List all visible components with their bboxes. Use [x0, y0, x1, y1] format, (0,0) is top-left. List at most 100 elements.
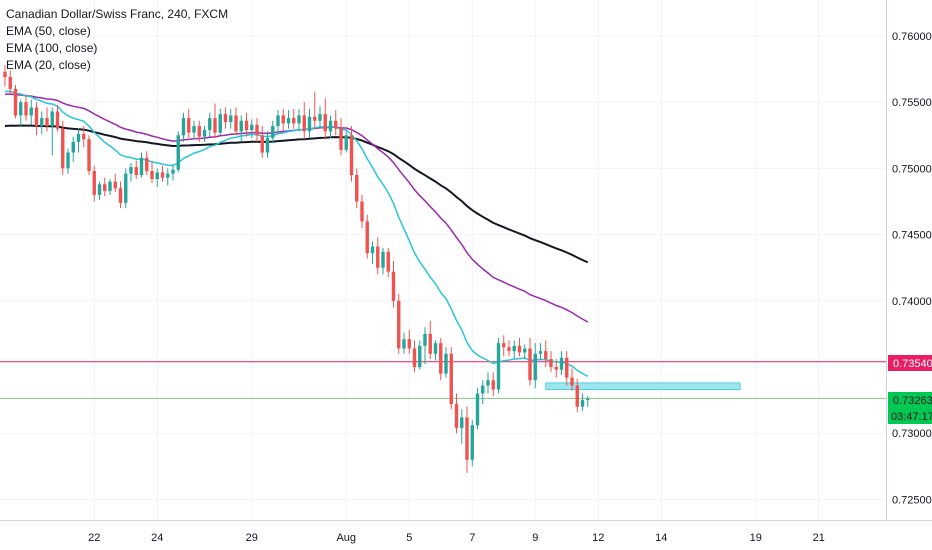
candle-body [465, 417, 469, 460]
candle-body [76, 133, 81, 142]
candle-body [265, 137, 270, 153]
indicator-ema-50[interactable]: EMA (50, close) [6, 24, 91, 38]
support-zone[interactable] [545, 382, 741, 391]
price-axis[interactable]: 0.76000 0.75500 0.75000 0.74500 0.74000 0.735… [892, 31, 932, 506]
bearish-candle [3, 65, 7, 87]
candle-body [29, 107, 33, 116]
bearish-candle [465, 406, 469, 473]
candle-body [580, 400, 585, 407]
candle-body [8, 77, 12, 89]
candle-body [512, 345, 516, 352]
candle-body [139, 157, 144, 176]
candle-body [554, 367, 558, 370]
bullish-candle [318, 106, 322, 127]
bearish-candle [87, 135, 91, 176]
bearish-candle [365, 214, 369, 259]
bullish-candle [381, 247, 385, 275]
bullish-candle [250, 119, 254, 138]
bearish-candle [349, 126, 354, 182]
candle-body [470, 425, 474, 460]
bearish-candle [113, 173, 117, 193]
y-tick-label: 0.73000 [892, 428, 932, 440]
candle-body [439, 343, 443, 374]
bearish-candle [339, 118, 343, 156]
bearish-candle [92, 165, 96, 202]
candle-body [407, 339, 411, 349]
candle-body [475, 393, 480, 426]
candle-body [129, 167, 133, 174]
ema-20-line[interactable] [4, 90, 589, 377]
x-tick-label: 29 [246, 532, 258, 544]
bullish-candle [433, 340, 438, 361]
candle-body [192, 126, 196, 133]
bearish-candle [544, 340, 548, 367]
candle-body [397, 300, 401, 349]
x-tick-label: 7 [469, 532, 475, 544]
bullish-candle [239, 115, 243, 142]
bar-countdown: 03:47:17 [891, 411, 932, 423]
indicator-ema-100[interactable]: EMA (100, close) [6, 41, 98, 55]
bullish-candle [271, 120, 275, 144]
indicator-ema-20[interactable]: EMA (20, close) [6, 58, 91, 72]
bullish-candle [470, 419, 474, 467]
bearish-candle [391, 261, 396, 308]
candle-body [381, 251, 385, 268]
time-axis[interactable]: 22 24 29 Aug 5 7 9 12 14 19 21 [88, 532, 825, 544]
candle-body [360, 201, 364, 222]
candle-body [444, 353, 448, 374]
candle-body [40, 118, 44, 127]
candle-body [433, 343, 438, 354]
candle-body [92, 171, 96, 195]
y-tick-label: 0.75500 [892, 97, 932, 109]
bearish-candle [386, 247, 390, 277]
candle-body [502, 343, 506, 348]
bearish-candle [8, 70, 12, 95]
ema-50-line[interactable] [4, 93, 589, 323]
bullish-candle [533, 343, 537, 389]
chart-title[interactable]: Canadian Dollar/Swiss Franc, 240, FXCM [6, 7, 229, 21]
bullish-candle [155, 168, 159, 187]
bearish-candle [449, 347, 453, 410]
bullish-candle [538, 343, 543, 361]
bearish-candle [549, 351, 553, 373]
price-tags: 0.73540 0.73263 03:47:17 [888, 355, 932, 424]
candle-body [344, 135, 348, 150]
x-tick-label: 22 [88, 532, 100, 544]
bullish-candle [486, 372, 490, 394]
ema-lines [4, 90, 589, 377]
candle-body [171, 169, 175, 174]
candle-body [61, 128, 65, 169]
candle-body [239, 120, 243, 132]
candle-body [365, 221, 369, 254]
bearish-candle [45, 107, 49, 132]
candle-body [244, 120, 249, 131]
y-tick-label: 0.76000 [892, 31, 932, 43]
bullish-candle [523, 344, 527, 360]
bearish-candle [491, 372, 495, 397]
candle-body [160, 172, 165, 178]
bearish-candle [376, 237, 380, 275]
bullish-candle [71, 136, 75, 162]
ema-100-line[interactable] [4, 124, 589, 264]
bearish-candle [82, 126, 86, 148]
candle-body [334, 120, 338, 129]
bullish-candle [512, 340, 516, 360]
candle-body [3, 71, 7, 78]
bullish-candle [139, 152, 144, 178]
candle-body [454, 404, 459, 428]
bearish-candle [554, 359, 558, 378]
bullish-candle [328, 115, 333, 138]
candle-body [370, 246, 375, 254]
candle-body [66, 152, 70, 169]
x-tick-label: 19 [750, 532, 762, 544]
bearish-candle [407, 329, 411, 354]
candle-body [412, 348, 417, 367]
candle-body [250, 124, 254, 131]
candle-body [386, 251, 390, 272]
candle-body [517, 345, 522, 353]
bullish-candle [176, 131, 180, 173]
bearish-candle [565, 351, 569, 386]
candle-body [181, 118, 186, 136]
candle-body [328, 120, 333, 132]
